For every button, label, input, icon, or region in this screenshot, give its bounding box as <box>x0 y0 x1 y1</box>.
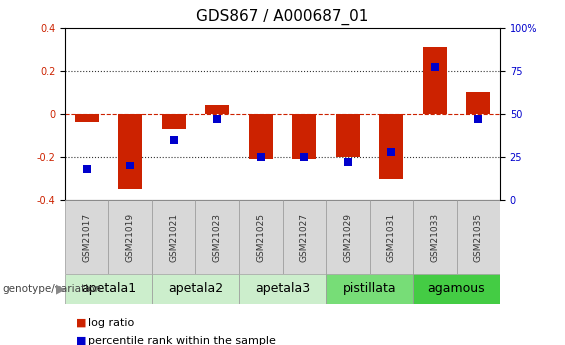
Text: GSM21031: GSM21031 <box>387 213 396 262</box>
Text: GSM21025: GSM21025 <box>257 213 265 262</box>
Bar <box>152 200 195 274</box>
Bar <box>195 200 239 274</box>
Bar <box>82 165 91 173</box>
Bar <box>431 63 439 71</box>
Text: GSM21023: GSM21023 <box>213 213 221 262</box>
Bar <box>423 47 447 114</box>
Bar <box>474 115 483 123</box>
Bar <box>249 114 273 159</box>
Bar <box>466 92 490 114</box>
Bar <box>379 114 403 179</box>
Bar <box>336 114 360 157</box>
Bar <box>65 200 108 274</box>
Text: pistillata: pistillata <box>343 283 396 295</box>
Text: agamous: agamous <box>428 283 485 295</box>
Text: GSM21017: GSM21017 <box>82 213 91 262</box>
Bar <box>413 200 457 274</box>
Bar <box>126 162 134 169</box>
Bar <box>292 114 316 159</box>
Bar <box>300 153 308 161</box>
Bar <box>413 274 500 304</box>
Bar <box>162 114 186 129</box>
Text: GSM21029: GSM21029 <box>344 213 352 262</box>
Text: apetala3: apetala3 <box>255 283 310 295</box>
Text: GSM21019: GSM21019 <box>126 213 134 262</box>
Text: GSM21021: GSM21021 <box>170 213 178 262</box>
Bar <box>213 115 221 123</box>
Bar <box>257 153 265 161</box>
Bar <box>344 158 352 166</box>
Text: log ratio: log ratio <box>88 318 134 327</box>
Bar <box>152 274 239 304</box>
Bar <box>108 200 152 274</box>
Bar <box>118 114 142 189</box>
Bar <box>65 274 152 304</box>
Bar <box>370 200 413 274</box>
Text: ■: ■ <box>76 336 87 345</box>
Bar <box>387 148 396 156</box>
Text: GSM21033: GSM21033 <box>431 213 439 262</box>
Bar <box>282 200 326 274</box>
Bar <box>239 274 326 304</box>
Text: percentile rank within the sample: percentile rank within the sample <box>88 336 276 345</box>
Bar <box>170 136 178 144</box>
Text: GSM21027: GSM21027 <box>300 213 308 262</box>
Text: apetala2: apetala2 <box>168 283 223 295</box>
Bar <box>457 200 500 274</box>
Text: GSM21035: GSM21035 <box>474 213 483 262</box>
Bar <box>326 200 370 274</box>
Text: ▶: ▶ <box>56 283 66 295</box>
Text: genotype/variation: genotype/variation <box>3 284 102 294</box>
Text: GDS867 / A000687_01: GDS867 / A000687_01 <box>196 9 369 25</box>
Text: apetala1: apetala1 <box>81 283 136 295</box>
Bar <box>205 105 229 114</box>
Bar <box>75 114 99 122</box>
Text: ■: ■ <box>76 318 87 327</box>
Bar <box>239 200 282 274</box>
Bar <box>326 274 413 304</box>
